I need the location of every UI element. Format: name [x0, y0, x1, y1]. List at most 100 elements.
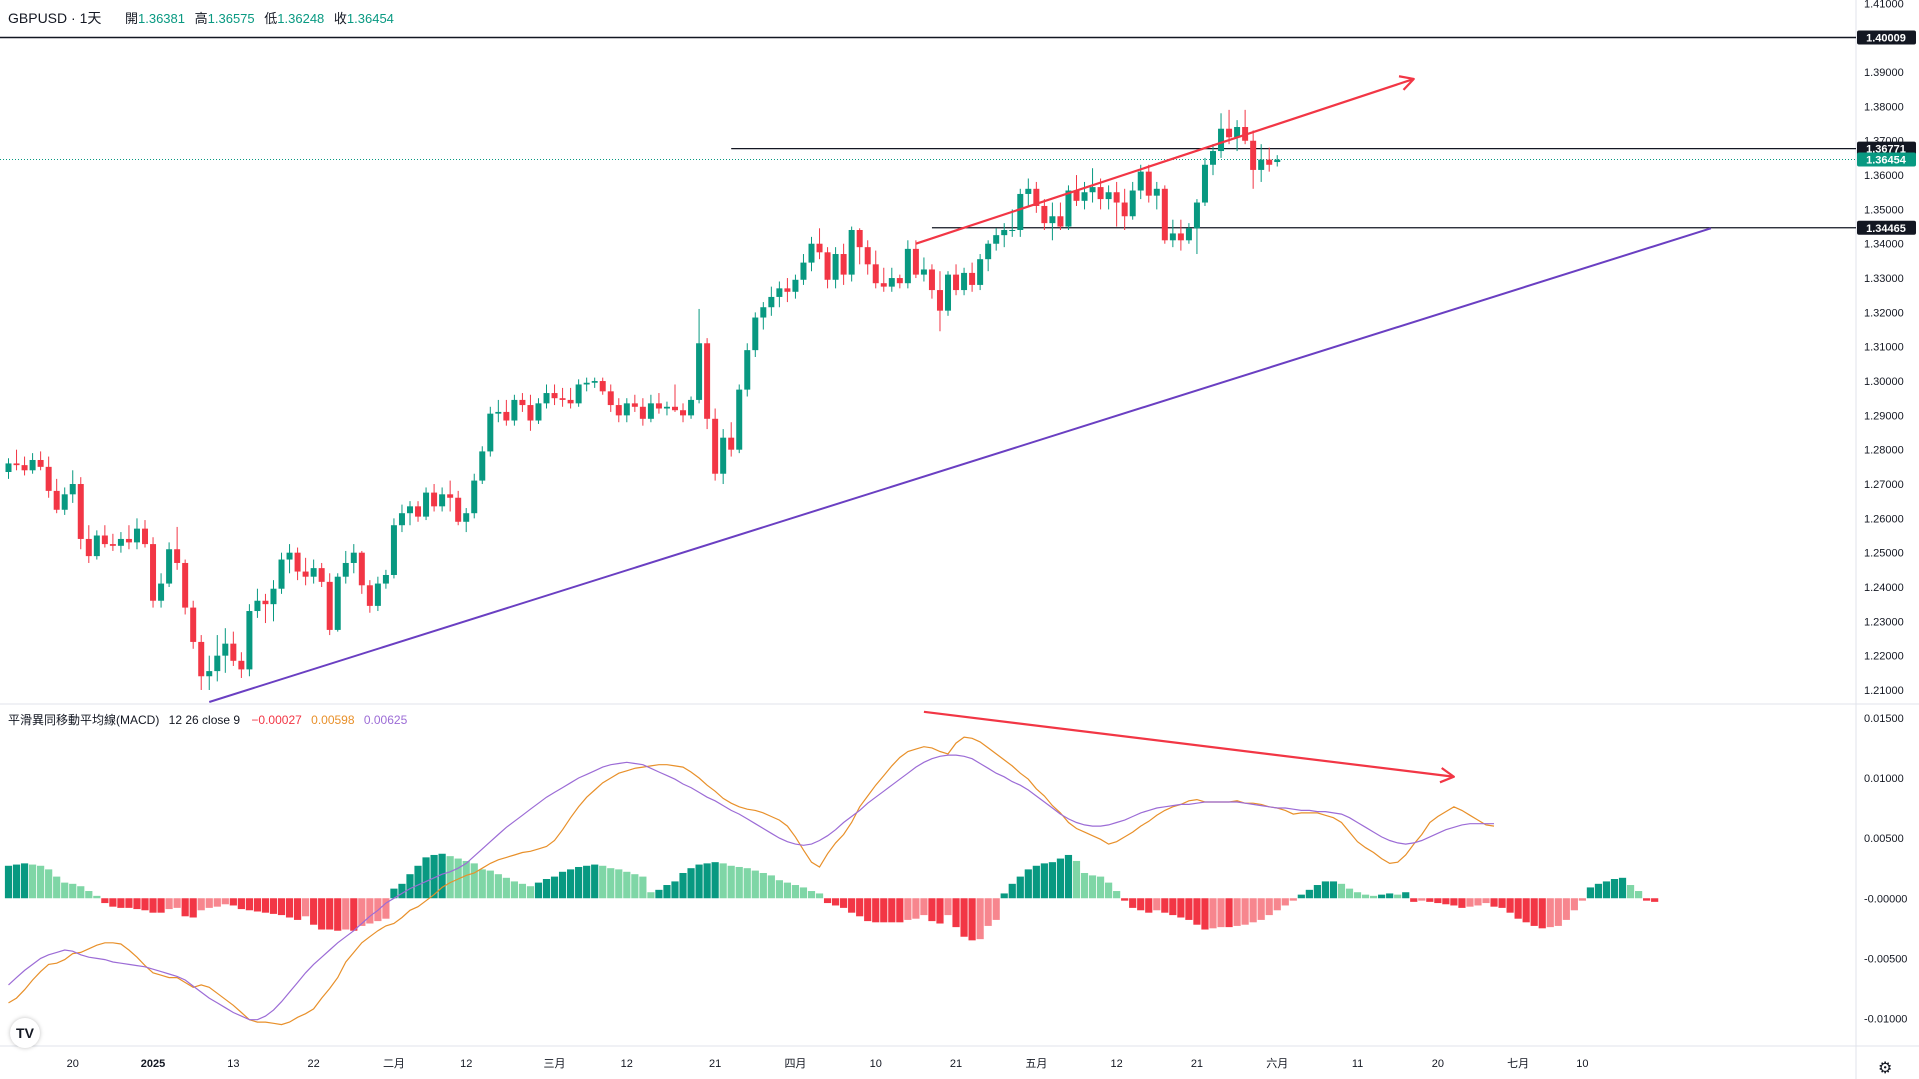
macd-histogram-bar [1313, 885, 1321, 899]
price-tick-label: 1.39000 [1864, 67, 1904, 79]
candle-body [1177, 233, 1184, 241]
macd-tick-label: -0.00000 [1864, 893, 1907, 905]
macd-histogram-bar [366, 898, 374, 924]
time-tick-label: 20 [67, 1058, 79, 1070]
macd-histogram-bar [157, 898, 165, 913]
macd-histogram-bar [1337, 883, 1346, 899]
macd-histogram-bar [550, 876, 559, 899]
trendline-layer[interactable] [208, 75, 1712, 703]
candle-body [439, 494, 446, 507]
candle-body [334, 576, 341, 630]
candle-body [688, 399, 695, 416]
macd-histogram-bar [253, 898, 262, 912]
candle-body [302, 571, 309, 577]
candle-body [366, 585, 373, 606]
open-value: 1.36381 [138, 11, 185, 26]
macd-histogram-bar [462, 860, 470, 899]
macd-histogram-bar [1378, 894, 1386, 899]
candle-body [415, 506, 422, 517]
candle-body [567, 399, 574, 404]
macd-histogram-bar [438, 853, 446, 899]
candle-body [1001, 229, 1008, 236]
macd-histogram-bar [478, 869, 486, 899]
open-label: 開 [124, 11, 138, 26]
macd-histogram-bar [430, 854, 438, 899]
macd-histogram-bar [1402, 892, 1410, 899]
macd-histogram-bar [1137, 898, 1145, 911]
candle-body [1161, 188, 1168, 241]
macd-histogram-bar [1209, 898, 1217, 929]
macd-histogram-bar [695, 864, 703, 899]
macd-histogram-bar [1634, 891, 1643, 899]
signal-line [8, 754, 1494, 1021]
macd-line [8, 736, 1495, 1026]
candle-body [599, 381, 606, 392]
macd-histogram-bar [1643, 898, 1651, 901]
time-tick-label: 22 [308, 1058, 320, 1070]
macd-histogram-bar [840, 898, 848, 908]
macd-histogram-bar [213, 898, 221, 907]
macd-tick-label: 0.01000 [1864, 773, 1904, 785]
tradingview-logo[interactable]: TV [10, 1018, 40, 1048]
candle-body [1137, 171, 1144, 191]
time-tick-label: 三月 [544, 1058, 566, 1070]
candle-body [1105, 192, 1112, 200]
macd-histogram-bar [992, 898, 1000, 920]
macd-histogram-bar [1345, 888, 1354, 899]
candle-body [93, 535, 100, 557]
candle-body [856, 229, 863, 248]
candle-body [230, 643, 237, 661]
macd-histogram-bar [1233, 898, 1241, 926]
macd-histogram-bar [928, 898, 936, 922]
macd-histogram-bar [1265, 898, 1273, 916]
price-tick-label: 1.29000 [1864, 410, 1904, 422]
macd-histogram-bar [422, 857, 430, 899]
horizontal-levels[interactable] [0, 36, 1856, 229]
candle-body [623, 403, 630, 416]
price-tick-label: 1.21000 [1864, 685, 1904, 697]
settings-gear-icon[interactable]: ⚙ [1878, 1060, 1893, 1077]
macd-histogram-bar [28, 864, 37, 899]
time-tick-label: 20 [1432, 1058, 1444, 1070]
candle-body [720, 437, 727, 474]
macd-histogram-bar [285, 898, 294, 918]
macd-arrow-layer[interactable] [923, 710, 1456, 784]
macd-down-arrow [923, 710, 1455, 778]
macd-histogram-bar [1217, 898, 1225, 928]
price-level-badge [1857, 30, 1916, 45]
high-value: 1.36575 [207, 11, 255, 26]
candle-body [1250, 140, 1257, 170]
candle-body [1073, 190, 1080, 201]
candle-body [776, 288, 783, 297]
price-tick-label: 1.23000 [1864, 616, 1904, 628]
time-tick-label: 11 [1352, 1058, 1363, 1070]
candle-body [671, 406, 678, 411]
time-tick-label: 2025 [141, 1058, 165, 1070]
price-tick-label: 1.33000 [1864, 273, 1904, 285]
macd-histogram-bar [310, 898, 318, 925]
candle-body [704, 343, 711, 419]
price-tick-label: 1.30000 [1864, 376, 1904, 388]
candle-body [382, 574, 389, 584]
candle-body [214, 655, 221, 672]
macd-histogram-bar [1040, 863, 1048, 899]
macd-histogram-bar [181, 898, 189, 917]
macd-histogram-bar [446, 856, 454, 899]
macd-histogram-bar [1450, 898, 1458, 906]
candle-body [680, 410, 687, 416]
macd-histogram-bar [1161, 898, 1169, 913]
candle-body [390, 525, 397, 575]
macd-lines [8, 736, 1495, 1026]
symbol-name[interactable]: GBPUSD · 1天 [8, 10, 102, 26]
candle-body [5, 463, 12, 473]
macd-histogram-bar [1570, 898, 1578, 911]
candle-body [455, 497, 462, 522]
time-tick-label: 六月 [1266, 1057, 1288, 1070]
time-tick-label: 五月 [1025, 1058, 1047, 1070]
macd-histogram [4, 853, 1659, 941]
macd-histogram-bar [1386, 893, 1394, 899]
close-label: 收 [333, 11, 347, 26]
candle-body [1025, 188, 1032, 194]
macd-name[interactable]: 平滑異同移動平均線(MACD) [8, 713, 160, 727]
